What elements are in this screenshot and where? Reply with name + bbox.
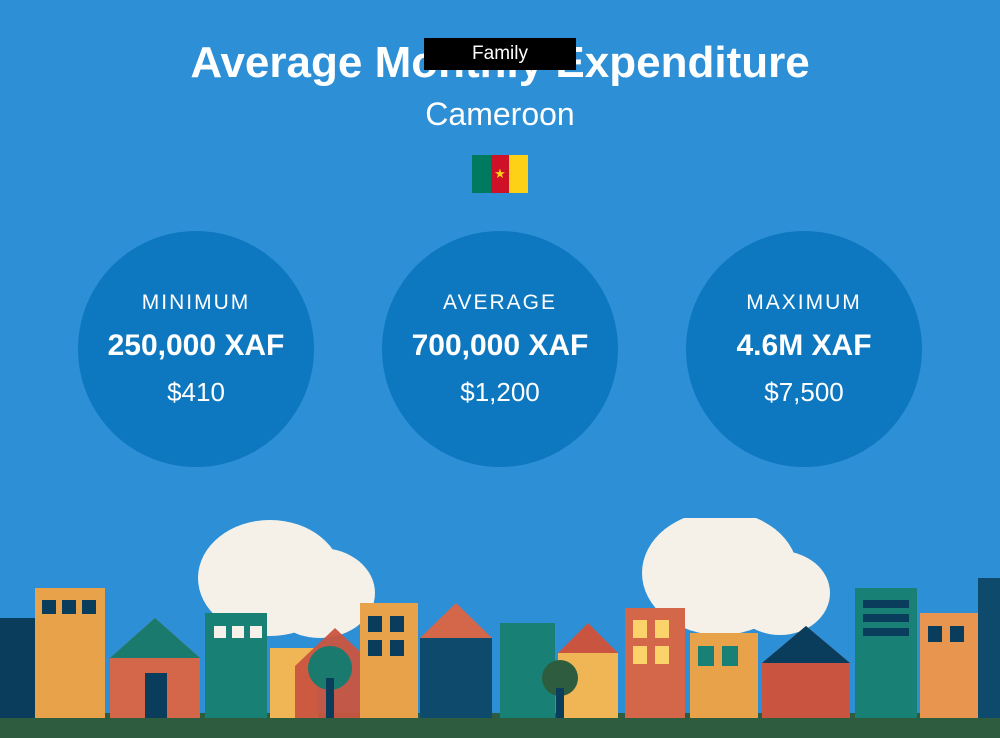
stat-value: 4.6M XAF xyxy=(736,329,871,363)
stat-label: MAXIMUM xyxy=(746,291,862,315)
stat-value: 700,000 XAF xyxy=(412,329,589,363)
stat-circles-row: MINIMUM 250,000 XAF $410 AVERAGE 700,000… xyxy=(0,231,1000,467)
stat-circle-minimum: MINIMUM 250,000 XAF $410 xyxy=(78,231,314,467)
stat-usd: $7,500 xyxy=(764,377,844,408)
stat-circle-maximum: MAXIMUM 4.6M XAF $7,500 xyxy=(686,231,922,467)
cityscape-illustration xyxy=(0,518,1000,738)
flag-stripe-yellow xyxy=(509,155,528,193)
category-tag: Family xyxy=(424,38,576,70)
flag-stripe-green xyxy=(472,155,491,193)
cameroon-flag-icon: ★ xyxy=(472,155,528,193)
stat-circle-average: AVERAGE 700,000 XAF $1,200 xyxy=(382,231,618,467)
flag-star-icon: ★ xyxy=(494,166,506,182)
stat-value: 250,000 XAF xyxy=(108,329,285,363)
stat-usd: $410 xyxy=(167,377,225,408)
stat-usd: $1,200 xyxy=(460,377,540,408)
stat-label: MINIMUM xyxy=(142,291,250,315)
stat-label: AVERAGE xyxy=(443,291,557,315)
country-subtitle: Cameroon xyxy=(0,96,1000,133)
